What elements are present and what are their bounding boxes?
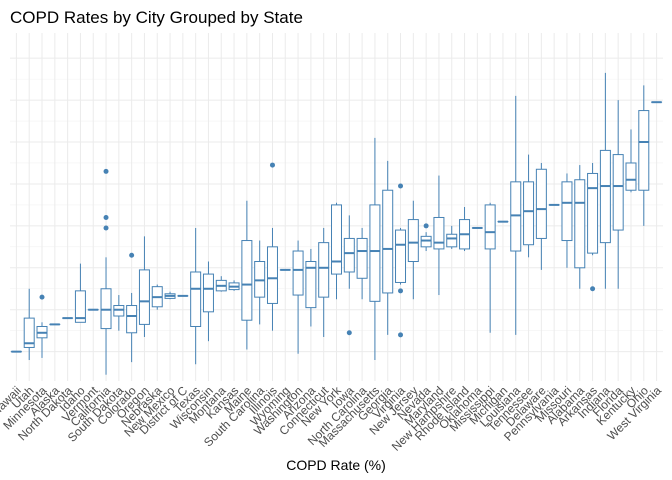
box [305, 261, 317, 309]
box [523, 181, 535, 246]
chart-title: COPD Rates by City Grouped by State [10, 8, 303, 27]
box [202, 273, 214, 313]
box [343, 237, 355, 273]
box [612, 154, 624, 231]
box [625, 162, 637, 191]
box [292, 250, 304, 296]
box [510, 181, 522, 252]
box [356, 237, 368, 279]
box [395, 229, 407, 283]
box [599, 149, 611, 244]
box [574, 179, 586, 269]
box [535, 168, 547, 239]
outlier [129, 252, 135, 258]
box [113, 305, 125, 317]
outlier [398, 288, 404, 294]
box [407, 219, 419, 263]
box [190, 271, 202, 327]
box [369, 204, 381, 302]
box [561, 181, 573, 242]
outlier [346, 330, 352, 336]
box [484, 204, 496, 250]
box [241, 240, 253, 321]
box [126, 305, 138, 334]
box [420, 235, 432, 248]
x-axis-title: COPD Rate (%) [286, 457, 386, 473]
box [433, 216, 445, 250]
box [318, 242, 330, 298]
box [638, 110, 650, 191]
box [254, 261, 266, 298]
outlier [39, 294, 45, 300]
box [446, 233, 458, 248]
box [587, 172, 599, 254]
outlier [398, 183, 404, 189]
outlier [398, 332, 404, 338]
box [23, 317, 35, 348]
outlier [423, 223, 429, 229]
box [74, 290, 86, 323]
box [382, 189, 394, 294]
box [331, 204, 342, 275]
box [138, 269, 150, 325]
box [266, 246, 278, 304]
outlier [269, 162, 275, 168]
box [100, 288, 112, 330]
outlier [103, 214, 109, 220]
outlier [103, 225, 109, 231]
outlier [103, 168, 109, 174]
outlier [590, 286, 596, 292]
